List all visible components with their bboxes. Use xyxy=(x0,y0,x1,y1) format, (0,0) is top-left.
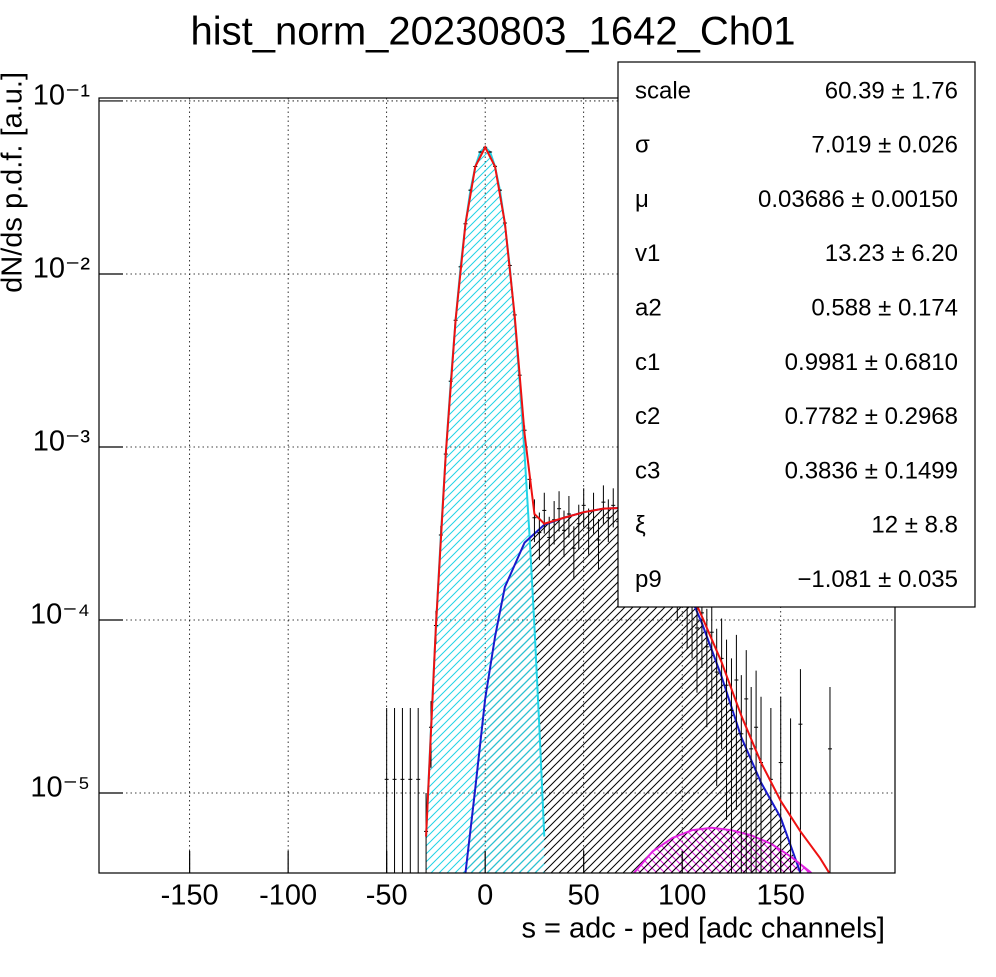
stat-name: σ xyxy=(635,132,650,159)
y-axis-label: dN/ds p.d.f. [a.u.] xyxy=(0,72,29,293)
stat-value: 0.7782 ± 0.2968 xyxy=(785,403,958,430)
stat-name: p9 xyxy=(635,566,662,593)
stat-name: scale xyxy=(635,77,691,104)
fit-curve xyxy=(425,145,831,873)
stats-frame xyxy=(617,61,976,608)
x-tick-label: -150 xyxy=(161,880,219,912)
stat-name: μ xyxy=(635,186,649,213)
y-tick-label: 10⁻¹ xyxy=(33,80,91,112)
stat-name: v1 xyxy=(635,240,660,267)
x-tick-label: -100 xyxy=(259,880,317,912)
y-tick-label: 10⁻⁵ xyxy=(30,772,90,804)
stat-name: c1 xyxy=(635,349,660,376)
x-tick-label: 150 xyxy=(757,880,805,912)
x-tick-label: 50 xyxy=(568,880,600,912)
axes: -150 -100 -50 0 50 100 150 10⁻⁵ 10⁻⁴ 10⁻³ 10⁻² 10⁻¹ xyxy=(30,80,805,912)
stat-value: 13.23 ± 6.20 xyxy=(825,240,958,267)
stat-value: 12 ± 8.8 xyxy=(871,512,958,539)
x-tick-label: -50 xyxy=(366,880,408,912)
chart-title: hist_norm_20230803_1642_Ch01 xyxy=(191,10,796,54)
y-tick-label: 10⁻³ xyxy=(33,426,91,458)
stat-name: a2 xyxy=(635,295,662,322)
y-tick-label: 10⁻⁴ xyxy=(30,599,90,631)
stat-value: 0.588 ± 0.174 xyxy=(811,295,958,322)
stat-value: −1.081 ± 0.035 xyxy=(797,566,958,593)
stat-value: 0.3836 ± 0.1499 xyxy=(785,457,958,484)
plot-area xyxy=(384,145,832,873)
y-tick-label: 10⁻² xyxy=(33,253,91,285)
stat-name: c2 xyxy=(635,403,660,430)
stats-box: scale 60.39 ± 1.76 σ 7.019 ± 0.026 μ 0.03686 … xyxy=(617,61,976,608)
x-tick-label: 0 xyxy=(477,880,493,912)
stat-value: 0.03686 ± 0.00150 xyxy=(758,186,958,213)
stat-value: 0.9981 ± 0.6810 xyxy=(785,349,958,376)
stat-name: c3 xyxy=(635,457,660,484)
stat-name: ξ xyxy=(635,512,646,539)
stat-value: 7.019 ± 0.026 xyxy=(811,132,958,159)
fit-curve xyxy=(632,826,813,873)
x-axis-label: s = adc - ped [adc channels] xyxy=(521,913,885,945)
stat-value: 60.39 ± 1.76 xyxy=(825,77,958,104)
x-tick-label: 100 xyxy=(658,880,706,912)
